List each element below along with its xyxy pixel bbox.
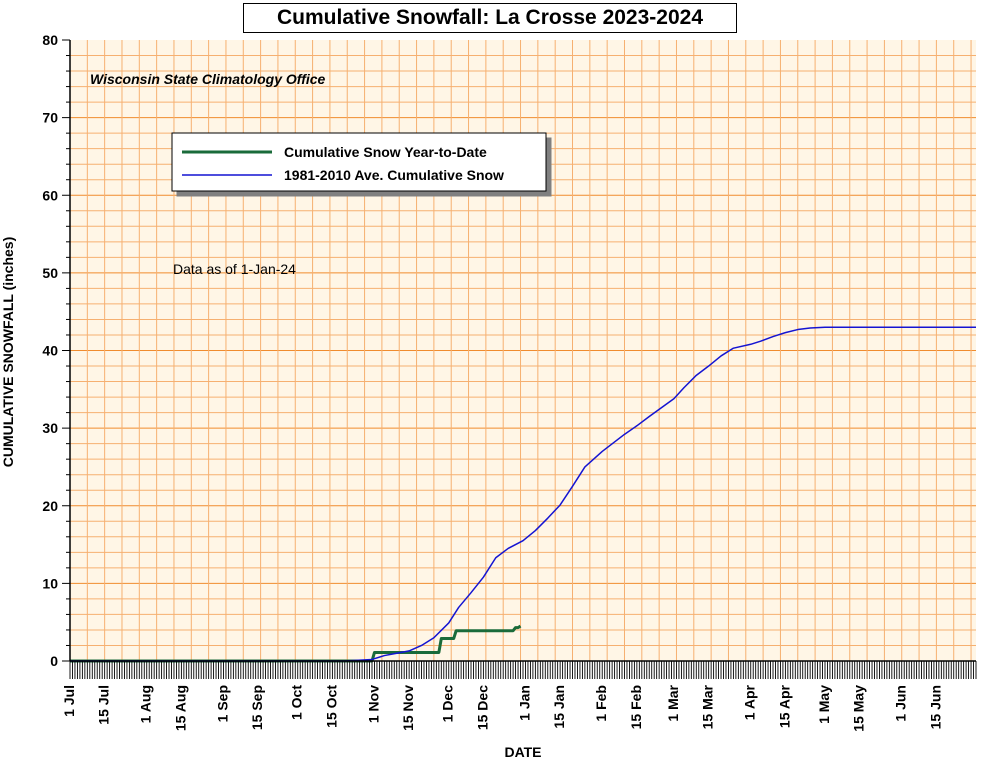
x-tick-label: 15 Aug bbox=[172, 685, 188, 731]
x-tick-label: 1 Jul bbox=[61, 685, 77, 717]
x-tick-label: 15 Sep bbox=[249, 685, 265, 730]
x-tick-label: 1 Apr bbox=[742, 684, 758, 720]
series-line-average bbox=[70, 326, 976, 662]
x-tick-label: 15 Feb bbox=[628, 685, 644, 729]
axis-labels: 0 10 20 30 40 50 60 70 80 1 Jul 15 Jul 1 Aug 15 Aug 1… bbox=[42, 32, 943, 732]
x-tick-label: 15 Dec bbox=[474, 685, 490, 730]
source-label: Wisconsin State Climatology Office bbox=[90, 71, 326, 87]
x-tick-label: 15 Jul bbox=[96, 685, 112, 725]
x-tick-label: 1 Aug bbox=[138, 685, 154, 723]
y-tick-label: 0 bbox=[50, 653, 58, 669]
x-tick-label: 1 Jan bbox=[517, 685, 533, 721]
x-tick-label: 15 Oct bbox=[323, 685, 339, 728]
y-tick-label: 50 bbox=[42, 265, 58, 281]
x-tick-label: 1 Nov bbox=[366, 685, 382, 723]
x-tick-label: 1 Mar bbox=[665, 684, 681, 721]
axes bbox=[62, 39, 977, 679]
x-tick-label: 1 Feb bbox=[593, 685, 609, 722]
y-tick-label: 10 bbox=[42, 575, 58, 591]
data-date-annotation: Data as of 1-Jan-24 bbox=[173, 261, 296, 277]
legend: Cumulative Snow Year-to-Date 1981-2010 A… bbox=[171, 132, 547, 192]
y-tick-label: 20 bbox=[42, 498, 58, 514]
chart-title: Cumulative Snowfall: La Crosse 2023-2024 bbox=[243, 3, 737, 33]
y-tick-label: 40 bbox=[42, 343, 58, 359]
x-tick-label: 1 Sep bbox=[215, 685, 231, 722]
y-tick-label: 60 bbox=[42, 187, 58, 203]
x-tick-label: 15 May bbox=[851, 685, 867, 732]
x-tick-label: 1 Dec bbox=[440, 685, 456, 723]
y-tick-label: 30 bbox=[42, 420, 58, 436]
x-tick-label: 15 Jan bbox=[551, 685, 567, 729]
x-tick-label: 15 Apr bbox=[776, 684, 792, 728]
y-tick-label: 80 bbox=[42, 32, 58, 48]
y-tick-label: 70 bbox=[42, 110, 58, 126]
x-tick-label: 1 Jun bbox=[893, 685, 909, 722]
x-axis-title: DATE bbox=[504, 744, 541, 760]
x-tick-label: 15 Jun bbox=[927, 685, 943, 729]
y-axis-title: CUMULATIVE SNOWFALL (inches) bbox=[0, 237, 16, 467]
x-tick-label: 1 Oct bbox=[289, 685, 305, 720]
legend-box bbox=[171, 132, 547, 192]
legend-label-average: 1981-2010 Ave. Cumulative Snow bbox=[284, 167, 504, 183]
series-lines bbox=[70, 326, 976, 663]
series-line-ytd bbox=[70, 624, 522, 663]
legend-label-ytd: Cumulative Snow Year-to-Date bbox=[284, 144, 487, 160]
x-tick-label: 1 May bbox=[816, 685, 832, 724]
x-tick-label: 15 Mar bbox=[700, 684, 716, 729]
x-tick-label: 15 Nov bbox=[400, 685, 416, 731]
